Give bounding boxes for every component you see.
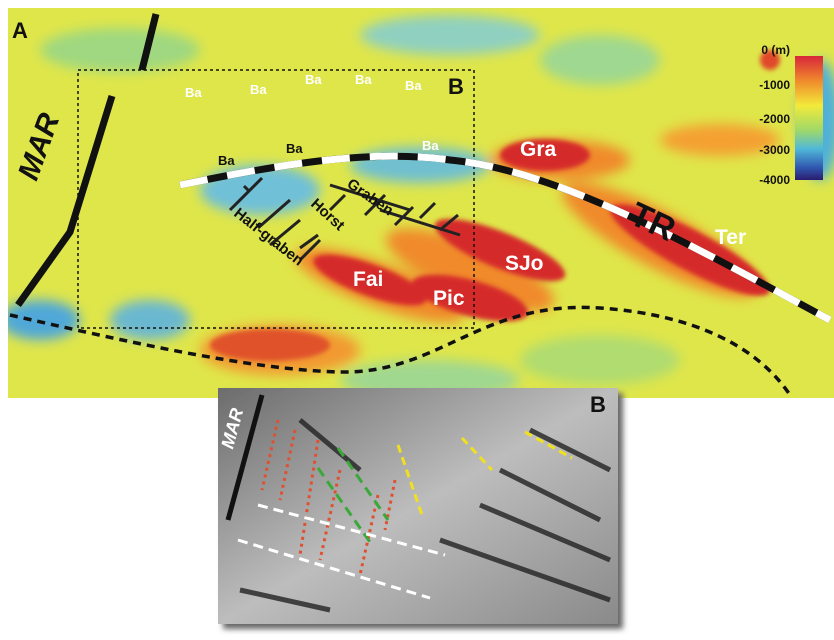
ridge-line <box>138 13 160 71</box>
relief-streaks <box>239 418 612 613</box>
ridge-line <box>15 94 116 308</box>
panel-label: A <box>12 18 28 43</box>
relief-image <box>218 388 618 624</box>
high-label: Pic <box>433 287 465 310</box>
ridge-line <box>225 394 265 521</box>
fault-ticks <box>228 176 461 262</box>
green-lineaments <box>316 447 390 546</box>
basin-label: Ba <box>286 141 303 156</box>
inset-label: B <box>448 74 464 99</box>
colorbar-label: -3000 <box>759 143 790 157</box>
red-lineaments <box>260 419 397 576</box>
basin-label: Ba <box>218 153 235 168</box>
white-lineaments <box>237 503 446 600</box>
inset-box <box>77 69 475 329</box>
colorbar-label: -1000 <box>759 78 790 92</box>
map-a: A MAR B Ba Ba Ba Ba Ba Ba Ba Ba Gra Ter … <box>8 8 834 398</box>
map-b: MAR B <box>217 388 618 624</box>
colorbar-label: -4000 <box>759 173 790 187</box>
high-label: SJo <box>505 252 544 275</box>
high-label: Fai <box>353 268 383 291</box>
basin-label: Ba <box>422 138 439 153</box>
yellow-lineaments <box>396 430 573 516</box>
basin-label: Ba <box>405 78 422 93</box>
high-label: Gra <box>520 138 557 161</box>
basin-label: Ba <box>355 72 372 87</box>
basin-label: Ba <box>250 82 267 97</box>
high-label: Ter <box>715 226 746 249</box>
basins-top: Ba Ba Ba Ba Ba <box>185 72 422 100</box>
boundary <box>9 305 792 396</box>
basin-label: Ba <box>305 72 322 87</box>
colorbar-label: 0 (m) <box>761 43 790 57</box>
basin-label: Ba <box>185 85 202 100</box>
panel-label: B <box>590 392 606 417</box>
colorbar-label: -2000 <box>759 112 790 126</box>
fault-zone-line <box>179 152 832 324</box>
colorbar <box>795 56 823 180</box>
colorbar-labels: 0 (m) -1000 -2000 -3000 -4000 <box>759 43 790 187</box>
